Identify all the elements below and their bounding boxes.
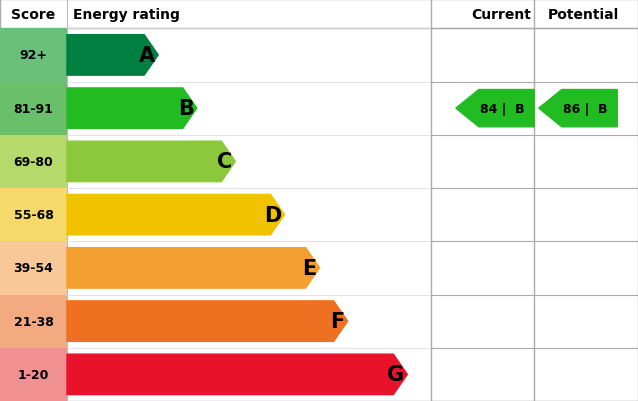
Bar [0, 136, 67, 188]
Bar [0, 242, 67, 295]
Text: Current: Current [471, 8, 531, 22]
Bar [0, 188, 67, 242]
Bar [0, 348, 67, 401]
Text: 1-20: 1-20 [18, 368, 49, 381]
Text: D: D [264, 205, 281, 225]
Text: 69-80: 69-80 [13, 156, 54, 168]
Polygon shape [67, 195, 285, 235]
Text: G: G [387, 365, 404, 385]
Text: 39-54: 39-54 [13, 262, 54, 275]
Polygon shape [67, 142, 235, 182]
Polygon shape [67, 354, 407, 395]
Polygon shape [67, 248, 320, 288]
Text: Score: Score [11, 8, 56, 22]
Text: E: E [302, 258, 316, 278]
Text: Energy rating: Energy rating [73, 8, 181, 22]
Text: F: F [330, 311, 345, 331]
Text: 92+: 92+ [20, 49, 47, 62]
Text: 21-38: 21-38 [13, 315, 54, 328]
Bar [0, 82, 67, 136]
Text: Potential: Potential [548, 8, 619, 22]
Polygon shape [67, 89, 197, 129]
Polygon shape [67, 301, 348, 342]
Bar [0, 29, 67, 82]
Text: 81-91: 81-91 [13, 102, 54, 115]
Text: C: C [217, 152, 232, 172]
Text: 55-68: 55-68 [13, 209, 54, 222]
Text: A: A [139, 46, 155, 66]
Polygon shape [456, 90, 535, 128]
Bar [0, 295, 67, 348]
Text: 86 |  B: 86 | B [563, 102, 607, 115]
Polygon shape [67, 36, 158, 76]
Text: 84 |  B: 84 | B [480, 102, 525, 115]
Text: B: B [178, 99, 194, 119]
Polygon shape [538, 90, 618, 128]
